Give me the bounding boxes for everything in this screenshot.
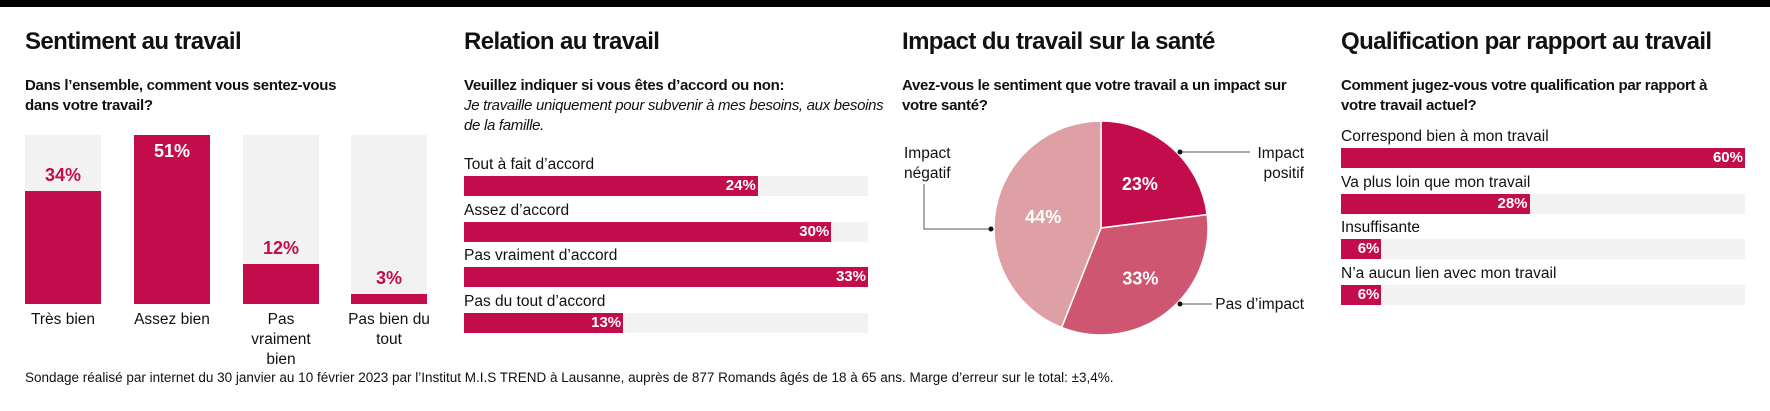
chart-title: Qualification par rapport au travail	[1341, 28, 1712, 55]
pie-slice	[1100, 120, 1208, 229]
bar: 6%	[1341, 285, 1382, 306]
statement: Je travaille uniquement pour subvenir à …	[464, 97, 884, 134]
data-label: 24%	[725, 177, 756, 194]
pie-slice	[993, 120, 1102, 329]
bar-track: 12%	[243, 135, 319, 304]
category-label: Pas du tout d’accord	[464, 292, 606, 310]
bar-track: 28%	[1341, 193, 1745, 214]
data-label: 60%	[1712, 149, 1743, 166]
bar-track: 13%	[464, 312, 868, 333]
bar-track: 24%	[464, 176, 868, 196]
bar-track: 6%	[1341, 285, 1745, 306]
data-label: 30%	[799, 222, 830, 240]
category-label: Pas vraiment d’accord	[464, 247, 618, 264]
slice-label: 23%	[1122, 174, 1158, 194]
data-label: 51%	[153, 141, 191, 161]
chart-subtitle: Avez-vous le sentiment que votre travail…	[902, 77, 1287, 114]
bar-row: Insuffisante 6%	[1341, 218, 1745, 260]
bar-track: 3%	[351, 135, 427, 304]
bar-row: Pas vraiment d’accord 33%	[464, 246, 868, 287]
leader-dot	[988, 226, 994, 232]
bar: 33%	[464, 267, 868, 287]
bar-track: 34%	[25, 135, 101, 304]
panel-relation: Relation au travail Veuillez indiquer si…	[464, 0, 884, 360]
data-label: 33%	[835, 268, 866, 285]
category-label: Va plus loin que mon travail	[1341, 173, 1531, 191]
category-label: Correspond bien à mon travail	[1341, 128, 1549, 145]
leader-dot	[1177, 301, 1183, 307]
leader-dot	[1177, 149, 1183, 155]
category-label: Très bien	[30, 311, 96, 328]
category-label: Impact négatif	[904, 145, 951, 182]
bar: 24%	[464, 176, 758, 196]
category-label: Impact positif	[1257, 145, 1304, 182]
data-label: 6%	[1357, 240, 1380, 258]
chart-title: Relation au travail	[464, 28, 660, 55]
category-label: Assez bien	[134, 311, 210, 328]
category-label: Tout à fait d’accord	[464, 156, 595, 173]
chart-subtitle: Comment jugez-vous votre qualification p…	[1341, 77, 1708, 114]
category-label: Insuffisante	[1341, 219, 1420, 237]
chart-subtitle: Dans l’ensemble, comment vous sentez-vou…	[25, 77, 337, 114]
bar	[351, 294, 427, 304]
category-label: Pas vraiment bien	[251, 311, 311, 368]
leader-line	[923, 184, 991, 230]
chart-title: Impact du travail sur la santé	[902, 28, 1215, 55]
bar-track: 60%	[1341, 148, 1745, 168]
slice-label: 44%	[1025, 207, 1061, 227]
bar: 28%	[1341, 193, 1530, 214]
data-label: 34%	[44, 165, 82, 186]
category-label: Pas d’impact	[1215, 296, 1304, 313]
bar	[25, 191, 101, 304]
bar	[134, 135, 210, 304]
category-label: Pas bien du tout	[348, 311, 430, 348]
bar-row: Va plus loin que mon travail 28%	[1341, 173, 1745, 214]
category-label: Assez d’accord	[464, 201, 570, 219]
bar	[243, 264, 319, 304]
data-label: 13%	[591, 313, 622, 331]
chart-title: Sentiment au travail	[25, 28, 242, 55]
data-label: 28%	[1497, 194, 1528, 212]
bar-track: 33%	[464, 267, 868, 287]
pie-chart: 23% 33% 44% Impact positif Pas d’impact Impact…	[904, 120, 1305, 336]
bar-row: Correspond bien à mon travail 60%	[1341, 127, 1745, 168]
panel-sentiment: Sentiment au travail Dans l’ensemble, co…	[25, 0, 445, 368]
bar-track: 30%	[464, 221, 868, 242]
category-label: N’a aucun lien avec mon travail	[1341, 265, 1557, 283]
chart-subtitle: Veuillez indiquer si vous êtes d’accord …	[464, 76, 884, 136]
data-label: 6%	[1357, 286, 1380, 304]
bar-row: Pas du tout d’accord 13%	[464, 292, 868, 333]
bar-track: 51%	[134, 135, 210, 304]
data-label: 12%	[262, 238, 300, 259]
bar: 60%	[1341, 148, 1745, 168]
bar: 13%	[464, 312, 624, 333]
panel-sante: Impact du travail sur la santé Avez-vous…	[902, 0, 1332, 360]
bar-row: N’a aucun lien avec mon travail 6%	[1341, 264, 1745, 306]
bar-track: 6%	[1341, 239, 1745, 260]
pie-slice	[1060, 213, 1209, 336]
bar-row: Assez d’accord 30%	[464, 201, 868, 242]
panel-qualification: Qualification par rapport au travail Com…	[1341, 0, 1761, 360]
question: Veuillez indiquer si vous êtes d’accord …	[464, 77, 785, 94]
bar: 30%	[464, 221, 832, 242]
footnote: Sondage réalisé par internet du 30 janvi…	[25, 370, 1114, 385]
top-bar	[0, 0, 1770, 7]
slice-label: 33%	[1122, 269, 1158, 289]
data-label: 3%	[375, 268, 402, 289]
bar-row: Tout à fait d’accord 24%	[464, 155, 868, 196]
bar: 6%	[1341, 239, 1382, 260]
